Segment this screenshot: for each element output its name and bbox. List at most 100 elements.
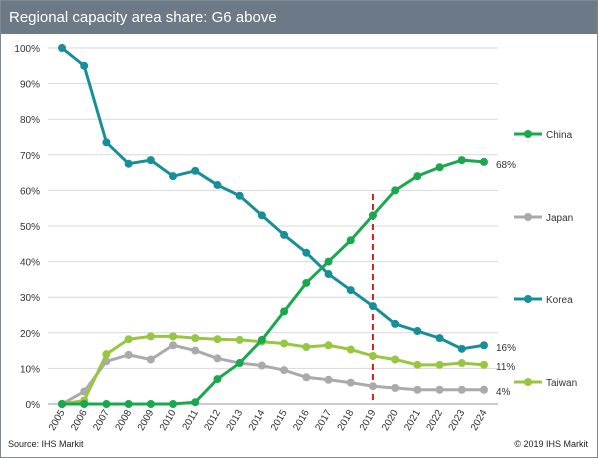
y-tick-label: 40% xyxy=(20,258,40,269)
point-japan xyxy=(324,375,333,384)
y-tick-label: 100% xyxy=(14,44,40,55)
y-tick-label: 70% xyxy=(20,151,40,162)
x-tick-label: 2014 xyxy=(247,408,268,433)
point-china xyxy=(58,400,66,408)
point-china xyxy=(191,398,200,407)
point-korea xyxy=(213,181,222,190)
point-taiwan xyxy=(480,360,488,369)
point-china xyxy=(457,156,466,165)
series-line-korea xyxy=(61,46,485,351)
point-japan xyxy=(191,346,200,355)
x-tick-label: 2017 xyxy=(313,408,334,433)
x-tick-label: 2019 xyxy=(358,408,379,433)
y-tick-label: 90% xyxy=(20,80,40,91)
point-taiwan xyxy=(346,345,355,354)
x-tick-label: 2007 xyxy=(91,408,112,433)
point-taiwan xyxy=(146,332,155,341)
point-japan xyxy=(346,378,355,387)
point-china xyxy=(413,172,422,181)
point-korea xyxy=(302,248,311,257)
x-tick-label: 2011 xyxy=(181,408,201,433)
x-tick-label: 2022 xyxy=(425,408,446,433)
point-korea xyxy=(413,327,422,336)
point-japan xyxy=(280,366,289,375)
point-china xyxy=(169,400,178,408)
point-korea xyxy=(435,334,444,343)
point-taiwan xyxy=(235,335,244,344)
point-korea xyxy=(169,172,178,181)
y-tick-label: 50% xyxy=(20,222,40,233)
x-tick-label: 2008 xyxy=(114,408,135,433)
legend-label-taiwan: Taiwan xyxy=(546,378,577,389)
point-korea xyxy=(80,61,89,70)
point-taiwan xyxy=(435,360,444,369)
end-label-korea: 16% xyxy=(496,343,516,354)
y-tick-label: 10% xyxy=(20,364,40,375)
point-taiwan xyxy=(368,351,377,360)
title-bar: Regional capacity area share: G6 above xyxy=(1,1,597,34)
point-korea xyxy=(324,270,333,279)
point-japan xyxy=(146,355,155,364)
end-label-china: 68% xyxy=(496,160,516,171)
series-line-taiwan xyxy=(61,334,485,406)
point-china xyxy=(146,400,155,408)
y-axis: 0% 10% 20% 30% 40% 50% 60% 70% 80% 90% 100% xyxy=(14,44,40,411)
point-china xyxy=(368,211,377,220)
x-tick-label: 2010 xyxy=(158,408,179,433)
x-tick-label: 2013 xyxy=(225,408,246,433)
x-tick-label: 2005 xyxy=(47,408,68,433)
point-taiwan xyxy=(213,335,222,344)
point-taiwan xyxy=(102,350,111,359)
point-korea xyxy=(124,159,133,168)
point-korea xyxy=(457,344,466,353)
point-korea xyxy=(146,156,155,165)
legend-label-korea: Korea xyxy=(546,295,573,306)
end-label-taiwan: 11% xyxy=(496,362,515,373)
point-korea xyxy=(391,319,400,328)
point-korea xyxy=(480,341,488,350)
point-japan xyxy=(302,373,311,382)
legend: China Japan Korea Taiwan xyxy=(514,130,577,389)
legend-swatch-marker xyxy=(524,378,532,386)
source-note: Source: IHS Markit xyxy=(8,439,84,449)
x-tick-label: 2020 xyxy=(380,408,401,433)
point-japan xyxy=(480,385,488,394)
point-taiwan xyxy=(324,341,333,350)
x-tick-label: 2015 xyxy=(269,408,290,433)
point-korea xyxy=(102,138,111,147)
x-tick-label: 2009 xyxy=(136,408,157,433)
chart-title: Regional capacity area share: G6 above xyxy=(9,9,277,26)
y-tick-label: 30% xyxy=(20,293,40,304)
series-group xyxy=(58,44,488,408)
y-tick-label: 0% xyxy=(26,400,41,411)
point-taiwan xyxy=(391,355,400,364)
point-taiwan xyxy=(457,359,466,368)
point-china xyxy=(302,278,311,287)
gridlines xyxy=(48,47,498,405)
x-tick-label: 2021 xyxy=(402,408,423,433)
point-taiwan xyxy=(191,334,200,343)
x-tick-label: 2018 xyxy=(336,408,357,433)
point-japan xyxy=(257,361,266,370)
x-tick-label: 2016 xyxy=(291,408,312,433)
x-tick-label: 2023 xyxy=(447,408,468,433)
point-taiwan xyxy=(302,343,311,352)
legend-label-china: China xyxy=(546,130,573,141)
x-tick-label: 2012 xyxy=(202,408,223,433)
point-japan xyxy=(213,354,222,363)
y-tick-label: 20% xyxy=(20,329,40,340)
point-korea xyxy=(280,230,289,239)
point-korea xyxy=(257,211,266,220)
point-china xyxy=(235,359,244,368)
y-tick-label: 80% xyxy=(20,115,40,126)
end-labels: 68% 4% 16% 11% xyxy=(496,160,516,398)
point-japan xyxy=(368,382,377,391)
point-japan xyxy=(391,383,400,392)
legend-label-japan: Japan xyxy=(546,213,573,224)
point-japan xyxy=(169,341,178,350)
point-korea xyxy=(346,286,355,295)
legend-swatch-marker xyxy=(524,213,532,221)
point-japan xyxy=(413,385,422,394)
